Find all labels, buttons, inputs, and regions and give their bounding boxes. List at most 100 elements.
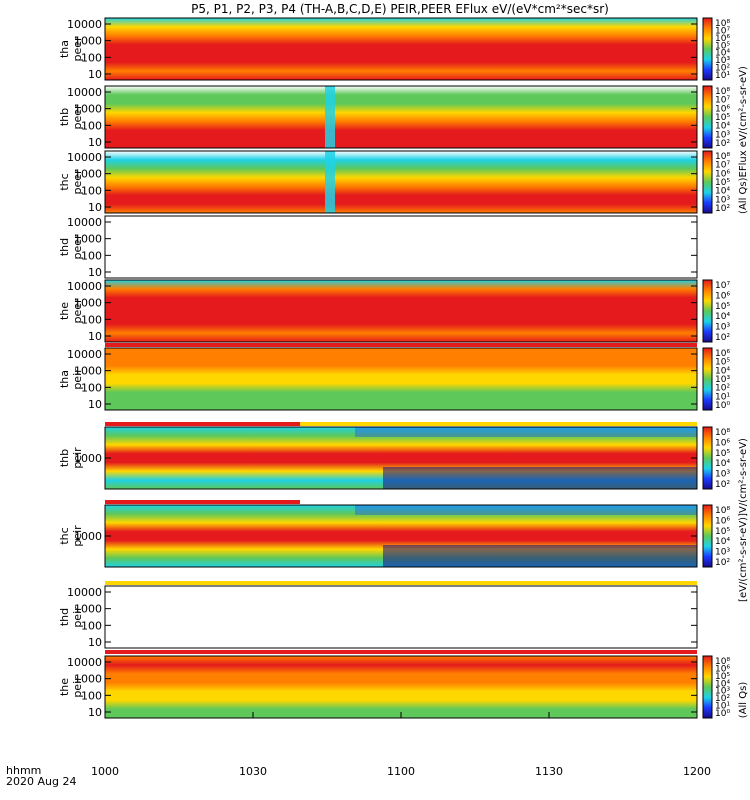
panel-thc-peer-colorbar-tick: 10³ xyxy=(715,195,730,205)
panel-the-peir-ytick-label: 1000 xyxy=(74,673,102,686)
quality-flag-bar xyxy=(105,500,300,504)
panel-the-peir-heatmap xyxy=(105,656,697,718)
panel-the-peir-colorbar-tick: 10⁴ xyxy=(715,679,730,689)
panel-the-peer-colorbar-tick: 10⁵ xyxy=(715,302,730,312)
panel-thb-peer-ytick-label: 10 xyxy=(88,136,102,149)
panel-the-peer-colorbar-tick: 10³ xyxy=(715,323,730,333)
panel-thd-peir-frame xyxy=(104,585,698,649)
panel-thb-peir-high-energy-region xyxy=(355,427,697,437)
panel-thb-peer-colorbar-tick: 10⁶ xyxy=(715,104,730,114)
panel-thc-peer-colorbar-tick: 10⁷ xyxy=(715,161,730,171)
panel-the-peir-ytick-label: 10000 xyxy=(67,656,102,669)
panel-tha-peir-colorbar-tick: 10¹ xyxy=(715,392,730,402)
panel-tha-peer-colorbar-tick: 10² xyxy=(715,64,730,74)
panel-tha-peer-ylabel-instrument: peer xyxy=(71,36,84,62)
panel-thc-peer-ytick-label: 100 xyxy=(81,184,102,197)
panel-the-peir-ylabel-probe: the xyxy=(58,678,71,696)
panel-thb-peir-ytick-label: 1000 xyxy=(74,452,102,465)
panel-thb-peer-colorbar-tick: 10⁴ xyxy=(715,122,730,132)
panel-thc-peer-ytick-label: 1000 xyxy=(74,168,102,181)
quality-flag-bar xyxy=(105,581,697,585)
panel-the-peir-ytick-label: 100 xyxy=(81,689,102,702)
panel-thc-peir-colorbar-tick: 10⁴ xyxy=(715,537,730,547)
panel-thb-peir-colorbar-tick: 10⁸ xyxy=(715,428,730,438)
panel-thb-peer: 10000 1000 100 10 thb peer 10⁸10⁷10⁶10⁵10⁴10³1… xyxy=(58,85,730,149)
panel-thc-peer-frame xyxy=(104,150,698,214)
panel-tha-peir-ytick-label: 10000 xyxy=(67,348,102,361)
panel-tha-peir-colorbar-tick: 10⁴ xyxy=(715,366,730,376)
colorbar-title-peir-group: [eV/(cm²-s-sr-eV)]V/(cm²-s-sr-eV) xyxy=(738,438,749,602)
panel-tha-peer-colorbar xyxy=(702,17,713,81)
panel-tha-peir-colorbar xyxy=(702,347,713,411)
panel-thb-peer-heatmap xyxy=(105,86,697,148)
panel-thc-peir-colorbar-tick: 10⁸ xyxy=(715,506,730,516)
panel-the-peer-ylabel-probe: the xyxy=(58,302,71,320)
panel-tha-peir-colorbar-tick: 10² xyxy=(715,384,730,394)
panel-thc-peer-colorbar-tick: 10⁴ xyxy=(715,187,730,197)
panel-tha-peer-colorbar-tick: 10⁶ xyxy=(715,34,730,44)
figure-title: P5, P1, P2, P3, P4 (TH-A,B,C,D,E) PEIR,P… xyxy=(191,2,609,16)
time-axis: 1000 1030 1100 1130 1200 xyxy=(91,712,711,778)
x-axis-label-date: 2020 Aug 24 xyxy=(6,775,76,788)
panel-thc-peer-colorbar-tick: 10⁶ xyxy=(715,169,730,179)
panel-tha-peer-heatmap xyxy=(105,18,697,80)
panel-thc-peer-colorbar-tick: 10⁵ xyxy=(715,178,730,188)
panel-thb-peir-ylabel-probe: thb xyxy=(58,449,71,467)
x-tick-label: 1030 xyxy=(239,765,267,778)
panel-tha-peir-colorbar-tick: 10⁰ xyxy=(715,401,730,411)
panel-thd-peer-ytick-label: 1000 xyxy=(74,233,102,246)
panel-thd-peer-ylabel-instrument: peer xyxy=(71,234,84,260)
panel-the-peer-ytick-label: 100 xyxy=(81,313,102,326)
x-tick-label: 1100 xyxy=(387,765,415,778)
panel-thd-peir-ytick-label: 10000 xyxy=(67,586,102,599)
panel-the-peir-colorbar-tick: 10³ xyxy=(715,687,730,697)
quality-flag-bar xyxy=(105,343,697,347)
panel-the-peer-colorbar xyxy=(702,279,713,343)
panel-thb-peer-ylabel-probe: thb xyxy=(58,108,71,126)
panel-thc-peer: 10000 1000 100 10 thc peer 10⁸10⁷10⁶10⁵10⁴10³1… xyxy=(58,150,730,214)
panel-thc-peir-ylabel-instrument: peir xyxy=(71,525,84,547)
panel-thb-peir-low-flux-region xyxy=(383,467,697,489)
panel-the-peir-colorbar-tick: 10⁵ xyxy=(715,672,730,682)
panel-tha-peir-colorbar-tick: 10⁵ xyxy=(715,358,730,368)
panel-thc-peir-colorbar-tick: 10⁶ xyxy=(715,516,730,526)
panel-tha-peir-ytick-label: 1000 xyxy=(74,365,102,378)
panel-the-peir-colorbar-tick: 10⁰ xyxy=(715,709,730,719)
x-tick-label: 1200 xyxy=(683,765,711,778)
colorbar-title-peer-group: (All Qs)EFlux eV/(cm²-s-sr-eV) xyxy=(738,66,749,214)
panel-tha-peer-ylabel-probe: tha xyxy=(58,40,71,58)
panel-thb-peer-ytick-label: 1000 xyxy=(74,103,102,116)
quality-flag-bar xyxy=(105,422,300,426)
panel-thd-peer-ytick-label: 10 xyxy=(88,266,102,279)
panel-thd-peir-ylabel-instrument: peir xyxy=(71,606,84,628)
panel-thc-peir-high-energy-region xyxy=(355,505,697,515)
panel-thd-peir-ytick-label: 10 xyxy=(88,636,102,649)
x-axis-label-units: hhmm xyxy=(6,764,41,777)
panel-thb-peer-colorbar-tick: 10³ xyxy=(715,130,730,140)
panel-the-peir-colorbar xyxy=(702,655,713,719)
panel-the-peir-colorbar-tick: 10¹ xyxy=(715,702,730,712)
panel-tha-peir: 10000 1000 100 10 tha peir 10⁶10⁵10⁴10³10²10¹1… xyxy=(58,347,730,411)
panel-the-peer-ytick-label: 10000 xyxy=(67,280,102,293)
panel-the-peir-colorbar-tick: 10⁸ xyxy=(715,657,730,667)
panel-tha-peir-ytick-label: 10 xyxy=(88,398,102,411)
panel-thd-peir: 10000 1000 100 10 thd peir xyxy=(58,585,698,649)
panel-tha-peir-ylabel-instrument: peir xyxy=(71,368,84,390)
panel-thd-peir-ylabel-probe: thd xyxy=(58,608,71,626)
panel-tha-peer-ytick-label: 10000 xyxy=(67,18,102,31)
panel-thb-peer-data-gap xyxy=(325,86,335,148)
panel-tha-peer-colorbar-tick: 10³ xyxy=(715,56,730,66)
panel-thd-peer-ytick-label: 100 xyxy=(81,249,102,262)
panel-thd-peir-ytick-label: 100 xyxy=(81,619,102,632)
quality-flag-bar xyxy=(300,422,697,426)
panel-thb-peir-colorbar-tick: 10⁶ xyxy=(715,438,730,448)
panel-tha-peir-ytick-label: 100 xyxy=(81,381,102,394)
panel-tha-peer-colorbar-tick: 10⁷ xyxy=(715,26,730,36)
panel-thc-peir-low-flux-region xyxy=(383,545,697,567)
panel-tha-peer-ytick-label: 100 xyxy=(81,51,102,64)
panel-tha-peir-colorbar-tick: 10⁶ xyxy=(715,349,730,359)
